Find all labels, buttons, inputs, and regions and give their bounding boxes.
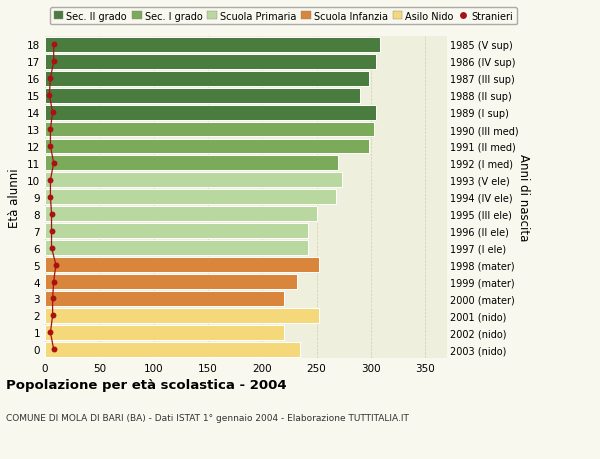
Point bbox=[49, 160, 58, 167]
Point bbox=[48, 295, 58, 302]
Point bbox=[46, 177, 55, 184]
Bar bbox=[45, 122, 374, 137]
Point bbox=[46, 126, 55, 134]
Bar bbox=[45, 139, 369, 154]
Bar bbox=[45, 190, 336, 205]
Text: Popolazione per età scolastica - 2004: Popolazione per età scolastica - 2004 bbox=[6, 379, 287, 392]
Y-axis label: Età alunni: Età alunni bbox=[8, 168, 22, 227]
Bar bbox=[45, 257, 319, 273]
Bar bbox=[45, 325, 284, 340]
Point bbox=[49, 346, 58, 353]
Y-axis label: Anni di nascita: Anni di nascita bbox=[517, 154, 530, 241]
Point bbox=[44, 92, 54, 100]
Bar bbox=[45, 207, 317, 222]
Point bbox=[47, 245, 56, 252]
Point bbox=[48, 109, 58, 117]
Point bbox=[47, 228, 56, 235]
Bar bbox=[45, 224, 308, 239]
Point bbox=[46, 329, 55, 336]
Bar bbox=[45, 291, 284, 306]
Bar bbox=[45, 274, 297, 289]
Bar bbox=[45, 55, 376, 69]
Legend: Sec. II grado, Sec. I grado, Scuola Primaria, Scuola Infanzia, Asilo Nido, Stran: Sec. II grado, Sec. I grado, Scuola Prim… bbox=[50, 8, 517, 25]
Point bbox=[49, 41, 58, 49]
Bar bbox=[45, 241, 308, 256]
Point bbox=[49, 278, 58, 285]
Point bbox=[49, 58, 58, 66]
Bar bbox=[45, 308, 319, 323]
Bar bbox=[45, 72, 369, 86]
Bar bbox=[45, 38, 380, 53]
Bar bbox=[45, 106, 376, 120]
Bar bbox=[45, 173, 341, 188]
Point bbox=[46, 194, 55, 201]
Point bbox=[48, 312, 58, 319]
Bar bbox=[45, 89, 360, 103]
Point bbox=[46, 143, 55, 150]
Bar bbox=[45, 156, 338, 171]
Bar bbox=[45, 342, 301, 357]
Point bbox=[51, 261, 61, 269]
Point bbox=[46, 75, 55, 83]
Text: COMUNE DI MOLA DI BARI (BA) - Dati ISTAT 1° gennaio 2004 - Elaborazione TUTTITAL: COMUNE DI MOLA DI BARI (BA) - Dati ISTAT… bbox=[6, 413, 409, 422]
Point bbox=[47, 211, 56, 218]
